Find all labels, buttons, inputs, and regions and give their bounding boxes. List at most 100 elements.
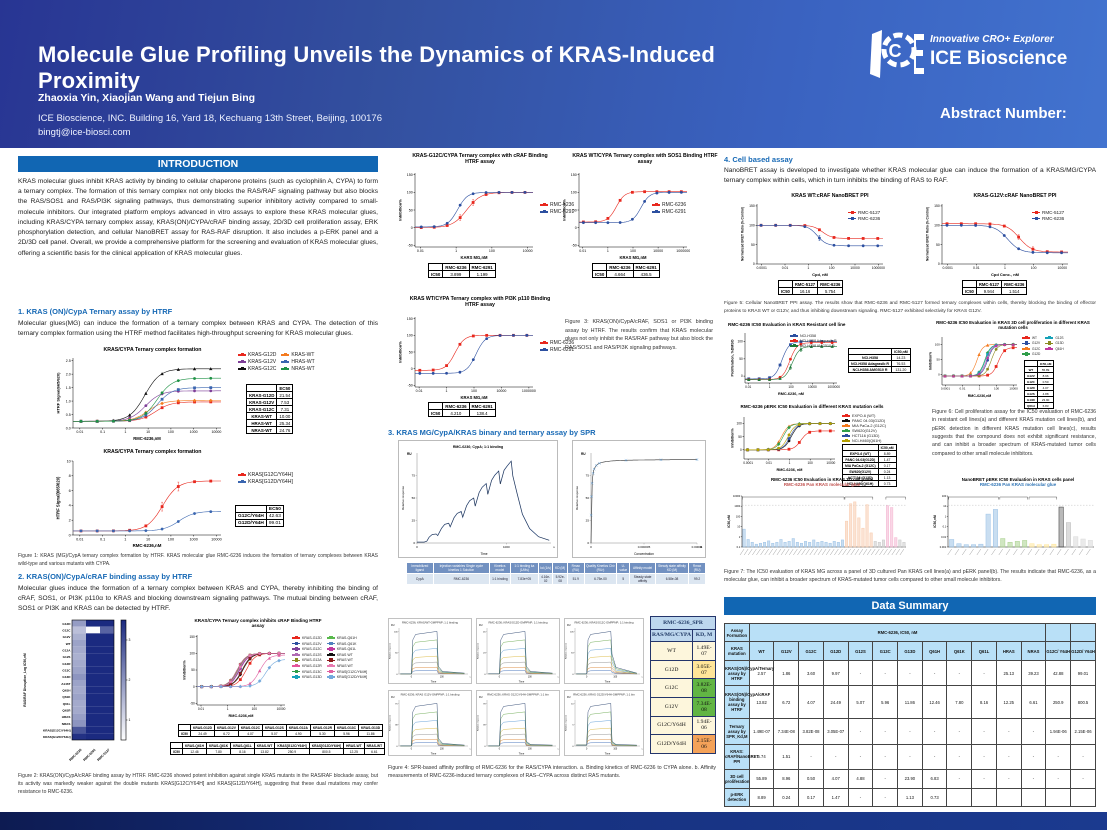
email-link[interactable]: bingtj@ice-biosci.com [38, 127, 131, 139]
svg-text:0.5: 0.5 [66, 413, 71, 417]
svg-text:-50: -50 [572, 243, 577, 247]
svg-text:0.0001: 0.0001 [943, 266, 953, 270]
chart-c1-legend: KRAS-G12D KRAS-G12V KRAS-G12C KRAS-WT HRAS-W… [238, 352, 315, 372]
svg-text:Time: Time [605, 753, 611, 756]
svg-text:0.01: 0.01 [416, 389, 423, 393]
chart-r1-title: KRAS WT:cRAF NanoBRET PPI [791, 193, 869, 199]
svg-text:100: 100 [942, 494, 947, 498]
svg-text:10: 10 [146, 430, 150, 434]
svg-text:78: 78 [483, 703, 486, 705]
chart-mB-legend: RMC-6236 RMC-6291 [652, 202, 687, 215]
svg-text:100: 100 [394, 631, 398, 633]
svg-text:0.01: 0.01 [417, 249, 424, 253]
svg-text:RU: RU [407, 452, 412, 456]
svg-text:0: 0 [587, 541, 589, 545]
spr-sensorgram-g12c-y64h: RMC-6236; KRAS G12C/Y64H-GMPPNP; 1:1 bin… [476, 690, 560, 756]
svg-text:0.01: 0.01 [745, 385, 751, 389]
svg-text:100: 100 [1031, 266, 1037, 270]
svg-text:100: 100 [788, 385, 794, 389]
section4-heading: 4. Cell based assay [724, 155, 793, 164]
svg-text:Inhibition%: Inhibition% [398, 341, 402, 363]
svg-text:0: 0 [590, 545, 592, 549]
chart-mC-title: KRAS WT/CYPA Ternary complex with PI3K p… [409, 296, 551, 308]
svg-text:RMC-6236,nM: RMC-6236,nM [133, 543, 162, 548]
svg-text:RMC-6236, nM: RMC-6236, nM [777, 468, 803, 472]
svg-text:50: 50 [936, 243, 940, 247]
svg-text:RMC-6236,nM: RMC-6236,nM [133, 436, 161, 441]
section1-heading: 1. KRAS (ON)/CypA Ternary assay by HTRF [18, 307, 173, 316]
svg-text:100: 100 [749, 223, 755, 227]
svg-text:IC50,nM: IC50,nM [727, 515, 731, 528]
legend-item: Q61H [1045, 347, 1064, 351]
chart-r2-ic50-table: RMC-5127 RMC-6236 IC50 9.944 1.514 [962, 280, 1028, 295]
svg-text:0: 0 [938, 373, 940, 377]
svg-text:Relative response: Relative response [389, 714, 392, 731]
svg-text:0.01: 0.01 [941, 535, 947, 539]
chart-r1-legend: RMC-5127 RMC-6236 [848, 210, 881, 221]
svg-text:KRAS MG,nM: KRAS MG,nM [461, 395, 488, 400]
svg-text:C: C [889, 41, 902, 61]
svg-text:G12D: G12D [62, 622, 71, 626]
svg-text:0.0001: 0.0001 [756, 266, 766, 270]
svg-text:Q61K: Q61K [62, 695, 71, 699]
legend-item: RMC-6291 [540, 209, 574, 215]
section4-text: NanoBRET assay is developed to investiga… [724, 167, 1096, 185]
svg-text:Q61H: Q61H [62, 688, 71, 692]
svg-text:G12C: G12C [62, 628, 71, 632]
svg-text:HTRF Signal(665/620): HTRF Signal(665/620) [56, 372, 60, 414]
chart-c2-title: KRAS/CYPA Ternary complex formation [103, 449, 202, 455]
svg-text:100: 100 [489, 249, 495, 253]
legend-item: RMC-5127 [848, 210, 880, 215]
chart-barR-subtitle: RMC-6236 Pan KRAS molecular glue [979, 482, 1057, 487]
svg-text:5: 5 [572, 725, 574, 727]
svg-text:100: 100 [736, 514, 741, 518]
chart-r3-title: RMC-6236 IC50 Evaluation in KRAS Resista… [728, 322, 846, 327]
svg-text:3: 3 [129, 638, 131, 642]
chart-mB-plot: -50 0 50 100 150 0.01 1 100 10000 1000000 KRAS MG,… [561, 170, 690, 260]
chart-f2-legend: KRAS-G12D KRAS-G12V KRAS-G12C KRAS-G12S KRAS… [292, 636, 367, 679]
svg-text:50: 50 [586, 496, 590, 500]
chart-c2-ec50-table: EC50 G12C/Y64H 42.63 G12D/Y64H 99.01 [235, 505, 284, 527]
svg-text:50: 50 [751, 243, 755, 247]
legend-item: KRAS-WT [281, 352, 314, 358]
svg-text:0.001: 0.001 [940, 545, 947, 549]
svg-text:10000: 10000 [733, 494, 741, 498]
svg-text:Inhibition%: Inhibition% [398, 199, 402, 221]
svg-text:100: 100 [829, 266, 835, 270]
svg-text:0.01: 0.01 [973, 266, 980, 270]
chart-f2-ic50-table-b: KRAS-Q61H KRAS-Q61K KRAS-Q61L KRAS-WT KRAS[G… [170, 742, 386, 755]
svg-text:25: 25 [586, 519, 590, 523]
legend-item: RMC-6291 [540, 347, 574, 353]
svg-text:50: 50 [573, 208, 577, 212]
chart-mC-ic50-table: RMC-6236 RMC-6291 IC50 4.210 138.4 [427, 402, 496, 417]
legend-item: KRAS-G12C [292, 647, 322, 651]
svg-text:150: 150 [934, 204, 940, 208]
svg-text:s: s [469, 748, 471, 750]
legend-item: RMC-6236 [1032, 216, 1064, 221]
legend-item: KRAS-G12V [238, 359, 276, 365]
svg-text:50: 50 [409, 208, 413, 212]
chart-r4-ic50-table: IC50,nM WT 55.89 G12V 8.96 G12C 0.50 G12D 4.07 G1… [1024, 360, 1055, 409]
spr-sensorgram-g12d-y64h: RMC-6236; KRAS G12D/Y64H-GMPPNP; 1:1 bin… [564, 690, 644, 756]
svg-text:1000: 1000 [734, 504, 740, 508]
svg-text:100: 100 [471, 389, 477, 393]
page-title: Molecule Glue Profiling Unveils the Dyna… [38, 42, 715, 93]
svg-text:1000000: 1000000 [676, 249, 690, 253]
legend-item: KRAS-G12A [292, 658, 322, 662]
svg-text:100: 100 [736, 422, 742, 426]
chart-barL-title: RMC-6236 IC50 Evaluation in KRAS 3D cell… [752, 477, 892, 487]
figure4-caption: Figure 4: SPR-based affinity profiling o… [388, 765, 716, 780]
svg-text:2.0: 2.0 [66, 372, 71, 376]
legend-item: KRAS-G12C [238, 366, 276, 372]
introduction-header: INTRODUCTION [18, 156, 378, 172]
svg-text:0.1: 0.1 [100, 430, 105, 434]
legend-item: NCI-H460(Q61H) [842, 439, 886, 443]
svg-text:1000: 1000 [190, 430, 198, 434]
chart-r2-title: KRAS-G12V:cRAF NanoBRET PPI [973, 193, 1057, 199]
legend-item: KRAS-G12R [292, 664, 322, 668]
svg-text:75: 75 [395, 703, 398, 705]
svg-text:100: 100 [613, 748, 618, 750]
svg-text:HRAS: HRAS [62, 715, 71, 719]
svg-text:50: 50 [412, 496, 416, 500]
svg-text:G13D: G13D [62, 675, 71, 679]
